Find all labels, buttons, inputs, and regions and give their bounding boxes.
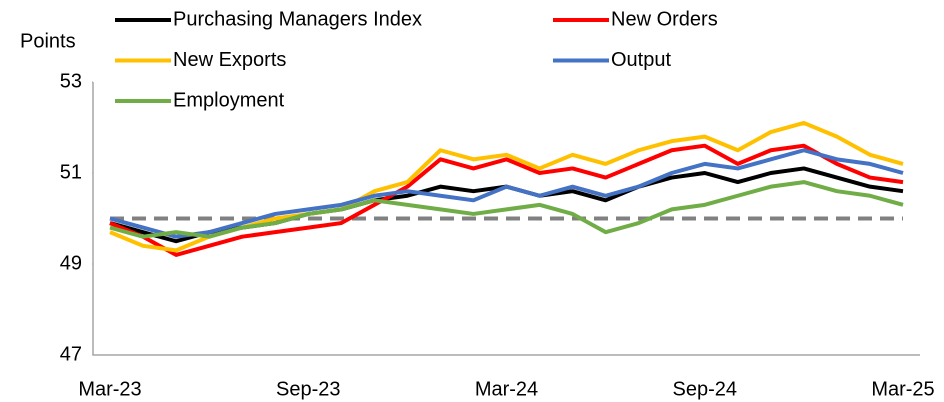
y-tick-label: 53 (60, 70, 82, 92)
x-tick-label: Sep-24 (673, 378, 738, 400)
legend-label: Purchasing Managers Index (173, 8, 422, 30)
x-tick-label: Mar-23 (78, 378, 141, 400)
legend-label: New Exports (173, 49, 286, 71)
x-tick-label: Mar-25 (871, 378, 934, 400)
x-tick-label: Sep-23 (276, 378, 341, 400)
x-tick-label: Mar-24 (475, 378, 538, 400)
series-line (109, 143, 904, 257)
y-tick-label: 51 (60, 161, 82, 183)
legend-label: Output (611, 49, 671, 71)
legend-label: Employment (173, 89, 285, 111)
y-tick-label: 49 (60, 252, 82, 274)
series-line (109, 180, 904, 239)
series-line (109, 148, 904, 239)
legend-label: New Orders (611, 8, 718, 30)
y-tick-label: 47 (60, 343, 82, 365)
y-axis-label: Points (20, 30, 76, 52)
